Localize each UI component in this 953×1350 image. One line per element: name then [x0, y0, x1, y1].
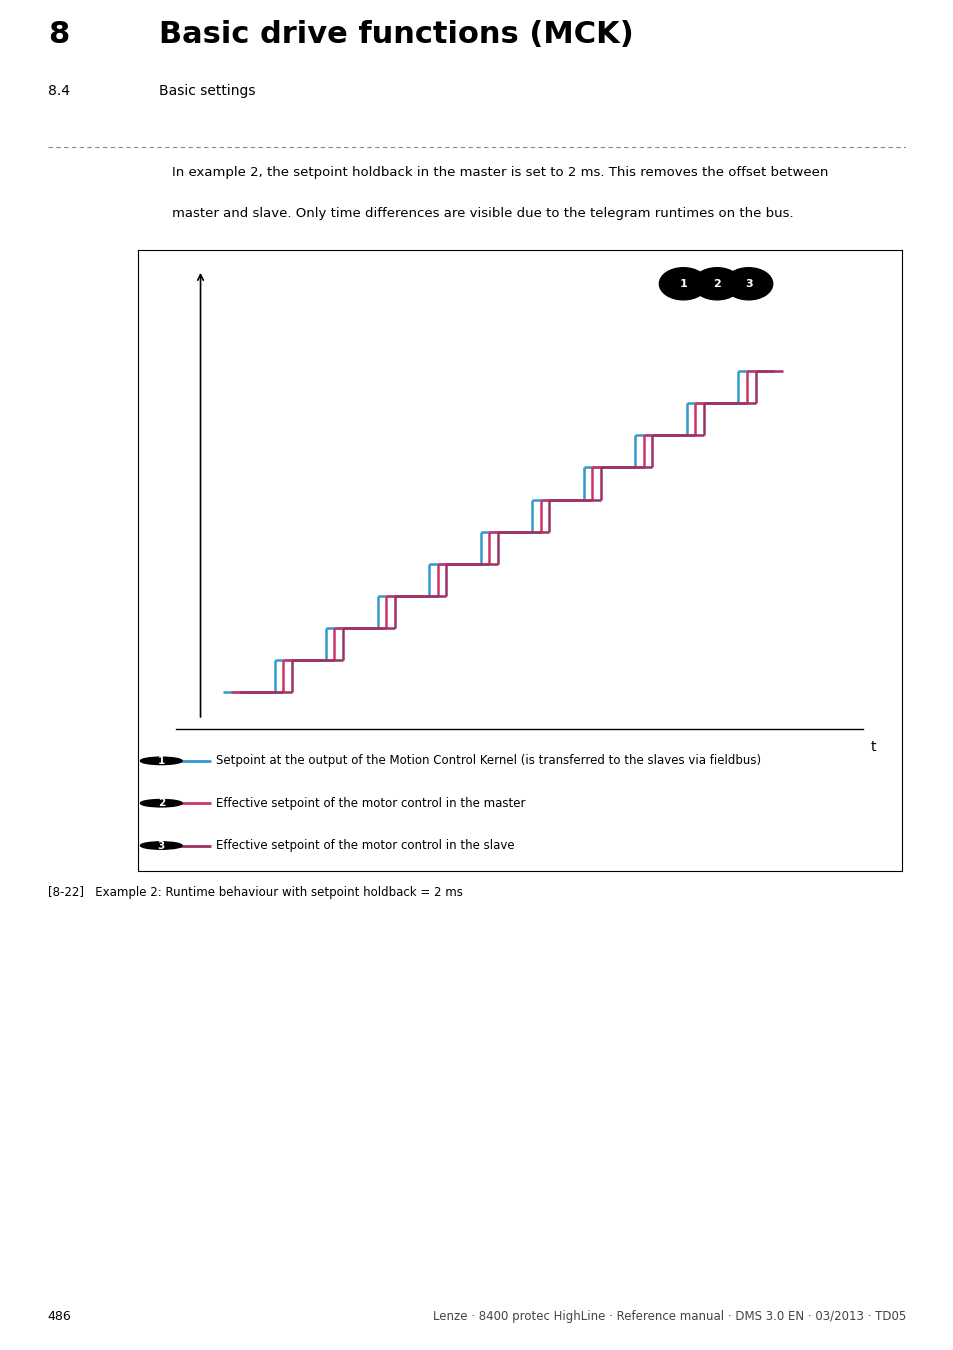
- Text: 8: 8: [48, 20, 69, 49]
- Text: Basic settings: Basic settings: [159, 84, 255, 99]
- Circle shape: [724, 267, 772, 300]
- Circle shape: [692, 267, 740, 300]
- Text: Effective setpoint of the motor control in the slave: Effective setpoint of the motor control …: [216, 840, 515, 852]
- Text: Setpoint at the output of the Motion Control Kernel (is transferred to the slave: Setpoint at the output of the Motion Con…: [216, 755, 760, 767]
- Text: master and slave. Only time differences are visible due to the telegram runtimes: master and slave. Only time differences …: [172, 207, 793, 220]
- Text: In example 2, the setpoint holdback in the master is set to 2 ms. This removes t: In example 2, the setpoint holdback in t…: [172, 166, 828, 180]
- Text: Lenze · 8400 protec HighLine · Reference manual · DMS 3.0 EN · 03/2013 · TD05: Lenze · 8400 protec HighLine · Reference…: [433, 1311, 905, 1323]
- Text: 1: 1: [679, 278, 686, 289]
- Circle shape: [140, 757, 182, 764]
- Text: t: t: [869, 740, 875, 755]
- Circle shape: [140, 799, 182, 807]
- Text: 3: 3: [744, 278, 752, 289]
- Text: 2: 2: [157, 798, 165, 809]
- Text: Basic drive functions (MCK): Basic drive functions (MCK): [159, 20, 634, 49]
- Text: 1: 1: [157, 756, 165, 765]
- Text: 3: 3: [157, 841, 165, 850]
- Text: 8.4: 8.4: [48, 84, 70, 99]
- Text: 2: 2: [713, 278, 720, 289]
- Circle shape: [140, 842, 182, 849]
- Text: 486: 486: [48, 1311, 71, 1323]
- Circle shape: [659, 267, 707, 300]
- Text: [8-22]   Example 2: Runtime behaviour with setpoint holdback = 2 ms: [8-22] Example 2: Runtime behaviour with…: [48, 886, 462, 899]
- Text: Effective setpoint of the motor control in the master: Effective setpoint of the motor control …: [216, 796, 525, 810]
